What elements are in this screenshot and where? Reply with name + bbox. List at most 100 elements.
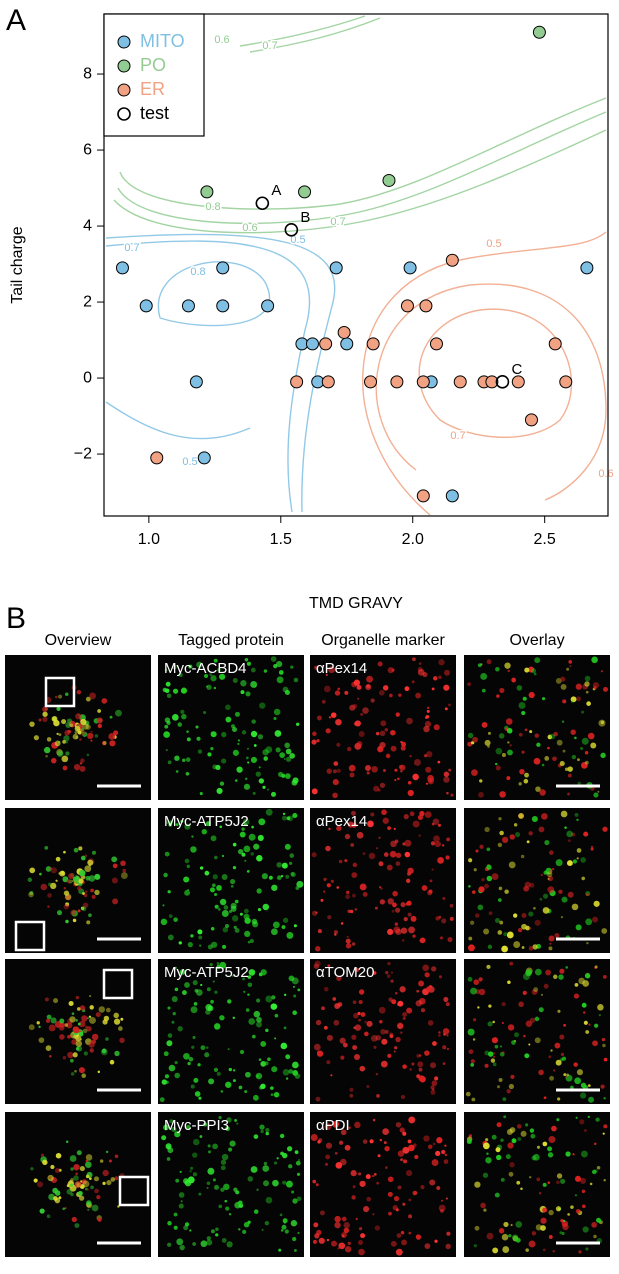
signal-spot [184,889,191,896]
signal-spot [378,836,381,839]
signal-spot [494,1044,499,1049]
signal-spot [167,1147,174,1154]
signal-spot [101,1048,108,1056]
signal-spot [293,1249,297,1252]
signal-spot [251,825,254,829]
signal-spot [62,1207,66,1211]
signal-spot [438,1031,441,1034]
signal-spot [86,1026,92,1032]
signal-spot [336,886,340,889]
signal-spot [485,1157,492,1164]
data-point [216,299,230,313]
signal-spot [521,912,527,919]
signal-spot [334,690,341,696]
signal-spot [422,964,430,972]
signal-spot [498,733,505,739]
signal-spot [258,818,266,826]
signal-spot [234,1119,238,1122]
signal-spot [468,936,473,941]
signal-spot [207,1150,212,1154]
signal-spot [481,688,486,693]
signal-spot [73,847,79,853]
signal-spot [291,779,298,786]
signal-spot [577,781,581,786]
signal-spot [591,1169,597,1175]
signal-spot [495,1154,502,1161]
signal-spot [565,1075,568,1079]
signal-spot [253,1134,259,1139]
signal-spot [315,946,321,952]
signal-spot [516,1180,521,1185]
signal-spot [81,1179,87,1185]
signal-spot [555,859,563,867]
signal-spot [251,1034,256,1039]
signal-spot [64,893,72,901]
signal-spot [37,1181,44,1188]
signal-spot [471,1097,476,1102]
micrograph [464,1112,610,1257]
signal-spot [53,719,60,727]
signal-spot [204,870,210,876]
signal-spot [586,701,591,706]
signal-spot [591,1222,597,1228]
signal-spot [423,725,430,733]
signal-spot [73,763,81,771]
signal-spot [221,873,228,880]
data-point [298,185,312,199]
signal-spot [401,939,405,942]
signal-spot [49,867,53,870]
signal-spot [442,1062,446,1065]
signal-spot [286,816,291,821]
signal-spot [232,865,237,870]
signal-spot [316,739,320,743]
signal-spot [413,758,421,766]
signal-spot [286,931,294,939]
signal-spot [467,682,472,687]
signal-spot [350,1170,357,1177]
signal-spot [327,964,331,968]
signal-spot [49,1054,52,1058]
signal-spot [556,1173,563,1179]
signal-spot [384,1145,390,1152]
signal-spot [524,667,530,673]
signal-spot [218,1204,223,1209]
signal-spot [378,861,384,867]
signal-spot [547,886,555,894]
signal-spot [543,1096,547,1100]
x-tick-label: 1.0 [138,531,160,548]
legend-box [103,13,205,137]
signal-spot [425,782,428,785]
signal-spot [223,905,229,910]
signal-spot [42,716,48,722]
plot-frame [103,13,609,517]
signal-spot [75,1019,78,1022]
signal-spot [437,1034,441,1037]
signal-spot [239,912,243,916]
signal-spot [470,1062,475,1067]
signal-spot [87,1208,90,1211]
signal-spot [365,684,372,691]
signal-spot [338,1242,346,1250]
signal-spot [36,1021,40,1025]
data-point [364,375,378,389]
signal-spot [525,969,532,977]
signal-spot [71,1039,77,1045]
signal-spot [589,1182,593,1186]
signal-spot [528,1043,531,1046]
signal-spot [294,1150,299,1155]
signal-spot [590,845,594,849]
signal-spot [379,1138,383,1142]
signal-spot [370,812,375,817]
signal-spot [213,1023,221,1030]
signal-spot [427,774,434,782]
signal-spot [573,993,580,999]
signal-spot [66,1184,70,1188]
signal-spot [380,720,387,727]
signal-spot [205,1009,211,1015]
x-tick-label: 2.5 [534,531,556,548]
signal-spot [163,1124,169,1131]
signal-spot [84,1187,88,1191]
signal-spot [418,662,422,665]
signal-spot [200,1240,208,1248]
signal-spot [70,1192,74,1197]
